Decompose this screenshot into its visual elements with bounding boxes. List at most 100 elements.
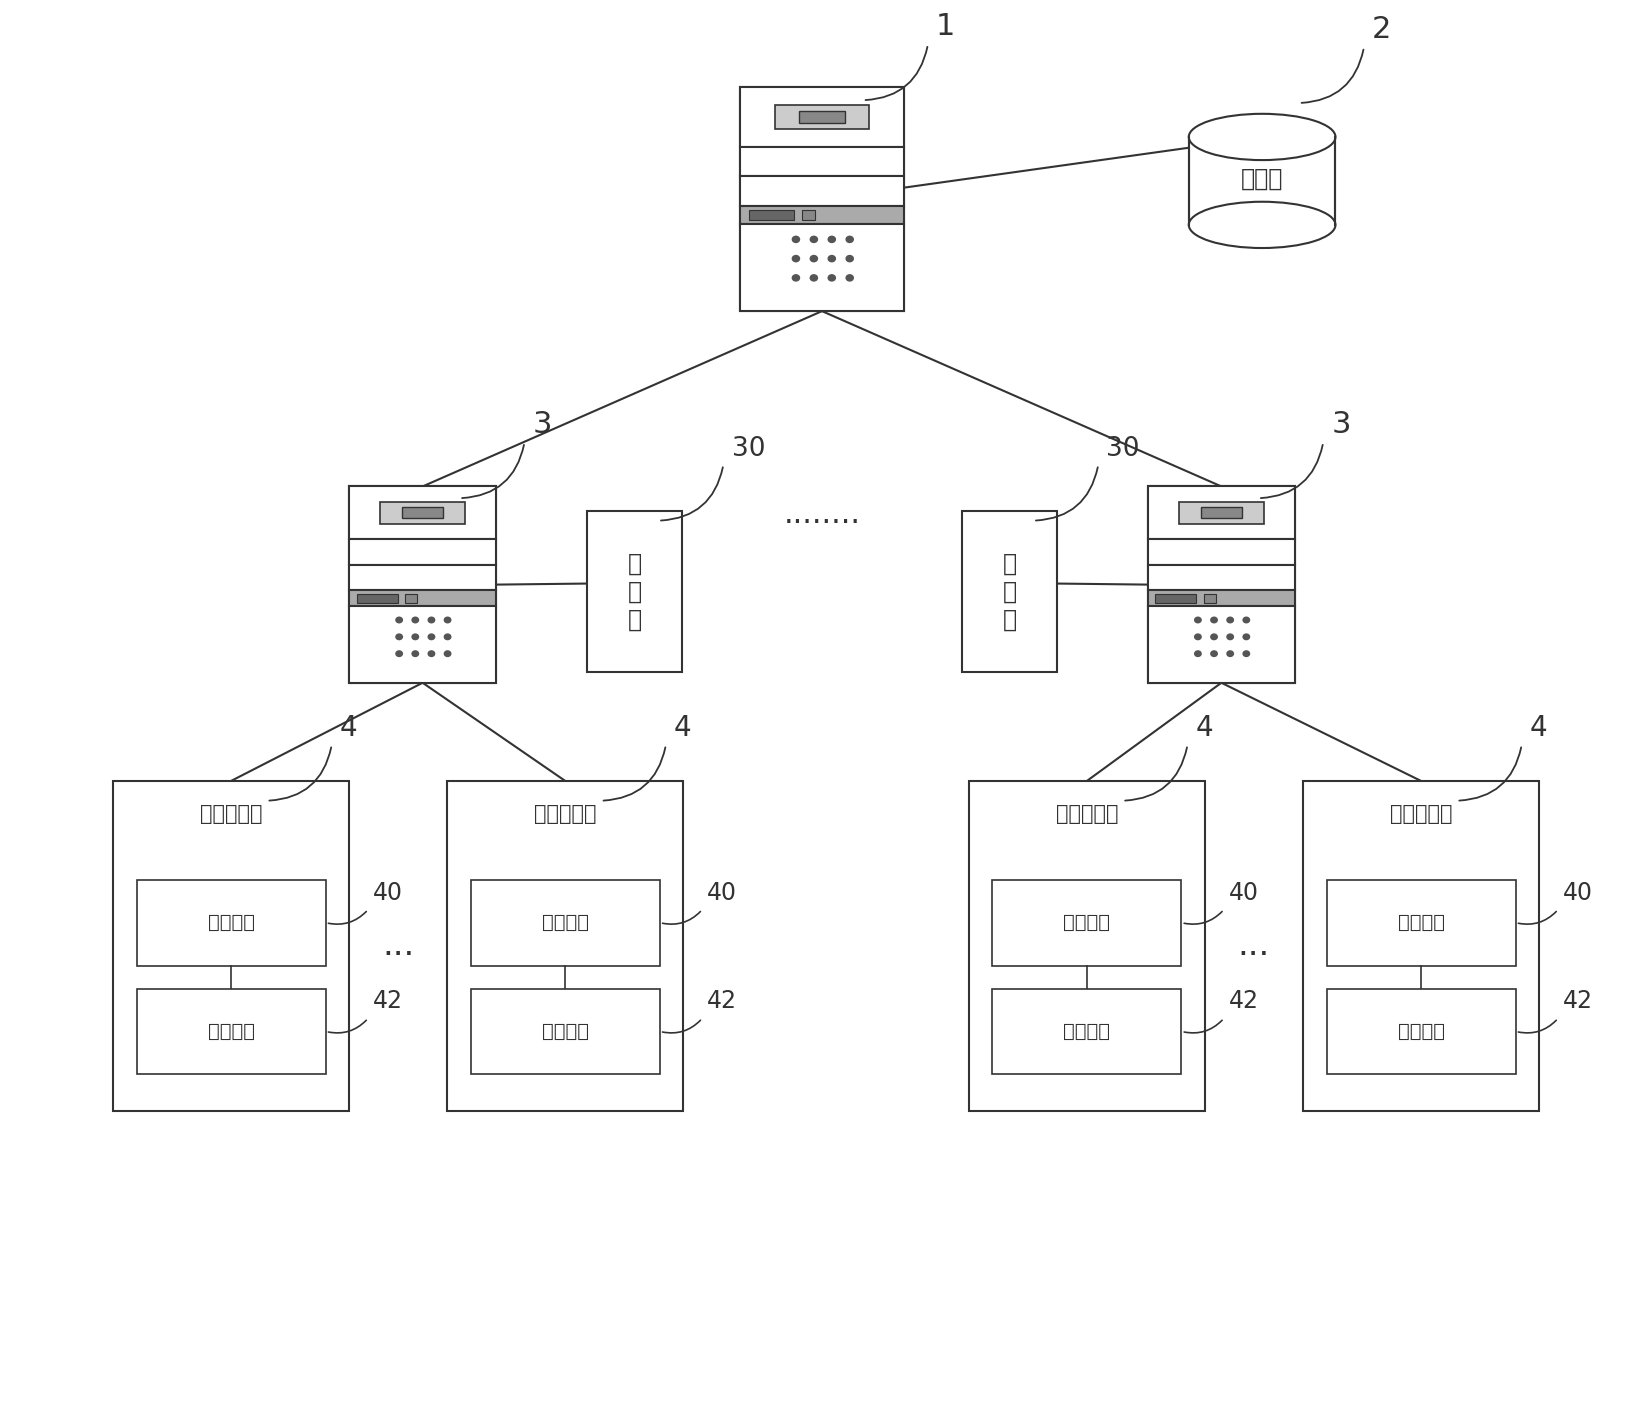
Circle shape bbox=[1212, 617, 1217, 623]
Circle shape bbox=[413, 617, 419, 623]
FancyBboxPatch shape bbox=[740, 87, 904, 147]
Text: 40: 40 bbox=[1228, 880, 1259, 904]
FancyBboxPatch shape bbox=[113, 781, 349, 1111]
FancyBboxPatch shape bbox=[1202, 508, 1241, 519]
Text: 邮件客户端: 邮件客户端 bbox=[534, 804, 597, 824]
Circle shape bbox=[829, 237, 835, 242]
FancyBboxPatch shape bbox=[357, 595, 398, 603]
Text: ...: ... bbox=[381, 930, 414, 963]
FancyBboxPatch shape bbox=[349, 539, 496, 565]
FancyBboxPatch shape bbox=[349, 565, 496, 590]
Text: 40: 40 bbox=[1563, 880, 1593, 904]
Circle shape bbox=[792, 275, 799, 281]
FancyBboxPatch shape bbox=[993, 988, 1182, 1074]
Text: 30: 30 bbox=[732, 436, 764, 462]
Text: 暂存区域: 暂存区域 bbox=[207, 913, 255, 933]
Circle shape bbox=[847, 237, 853, 242]
FancyBboxPatch shape bbox=[1148, 606, 1295, 683]
FancyBboxPatch shape bbox=[802, 210, 815, 220]
FancyBboxPatch shape bbox=[1179, 502, 1264, 523]
Circle shape bbox=[1195, 650, 1202, 656]
Text: 参
数
表: 参 数 表 bbox=[628, 552, 641, 632]
FancyBboxPatch shape bbox=[470, 880, 659, 965]
Text: 4: 4 bbox=[1531, 714, 1547, 742]
Circle shape bbox=[396, 635, 403, 640]
FancyBboxPatch shape bbox=[1148, 486, 1295, 539]
Text: 4: 4 bbox=[1195, 714, 1213, 742]
Text: 42: 42 bbox=[1563, 990, 1593, 1014]
Ellipse shape bbox=[1189, 201, 1335, 248]
FancyBboxPatch shape bbox=[799, 111, 845, 123]
Circle shape bbox=[792, 255, 799, 262]
Text: 40: 40 bbox=[373, 880, 403, 904]
Text: 参
数
表: 参 数 表 bbox=[1003, 552, 1016, 632]
FancyBboxPatch shape bbox=[136, 880, 326, 965]
Text: 邮件客户端: 邮件客户端 bbox=[201, 804, 263, 824]
Text: 暂存区域: 暂存区域 bbox=[1397, 913, 1445, 933]
Circle shape bbox=[413, 635, 419, 640]
FancyBboxPatch shape bbox=[1304, 781, 1539, 1111]
Text: 4: 4 bbox=[340, 714, 357, 742]
Text: 1: 1 bbox=[935, 13, 955, 41]
Text: 42: 42 bbox=[373, 990, 403, 1014]
FancyBboxPatch shape bbox=[349, 606, 496, 683]
FancyBboxPatch shape bbox=[587, 511, 682, 672]
Circle shape bbox=[810, 237, 817, 242]
FancyBboxPatch shape bbox=[740, 177, 904, 205]
FancyBboxPatch shape bbox=[740, 87, 904, 311]
FancyBboxPatch shape bbox=[1327, 880, 1516, 965]
Text: 2: 2 bbox=[1373, 16, 1391, 44]
Text: 暂存区域: 暂存区域 bbox=[1064, 913, 1110, 933]
FancyBboxPatch shape bbox=[774, 106, 870, 130]
FancyBboxPatch shape bbox=[1148, 590, 1295, 606]
Circle shape bbox=[396, 617, 403, 623]
Circle shape bbox=[427, 635, 434, 640]
Text: 用户信筱: 用户信筱 bbox=[1397, 1022, 1445, 1041]
Text: 3: 3 bbox=[533, 411, 552, 439]
FancyBboxPatch shape bbox=[993, 880, 1182, 965]
FancyBboxPatch shape bbox=[403, 508, 442, 519]
Circle shape bbox=[444, 635, 450, 640]
Text: ...: ... bbox=[1238, 930, 1271, 963]
FancyBboxPatch shape bbox=[968, 781, 1205, 1111]
FancyBboxPatch shape bbox=[1148, 539, 1295, 565]
Circle shape bbox=[810, 275, 817, 281]
FancyBboxPatch shape bbox=[404, 595, 418, 603]
Circle shape bbox=[396, 650, 403, 656]
Circle shape bbox=[847, 255, 853, 262]
Text: ........: ........ bbox=[784, 501, 860, 529]
Circle shape bbox=[1226, 635, 1233, 640]
Text: 3: 3 bbox=[1332, 411, 1351, 439]
FancyBboxPatch shape bbox=[447, 781, 684, 1111]
FancyBboxPatch shape bbox=[962, 511, 1057, 672]
FancyBboxPatch shape bbox=[1203, 595, 1215, 603]
FancyBboxPatch shape bbox=[1148, 486, 1295, 683]
FancyBboxPatch shape bbox=[748, 210, 794, 220]
Circle shape bbox=[810, 255, 817, 262]
Text: 4: 4 bbox=[674, 714, 692, 742]
FancyBboxPatch shape bbox=[1148, 565, 1295, 590]
FancyBboxPatch shape bbox=[1156, 595, 1197, 603]
Text: 数据库: 数据库 bbox=[1241, 167, 1284, 191]
Circle shape bbox=[1243, 650, 1249, 656]
Text: 30: 30 bbox=[1106, 436, 1139, 462]
Circle shape bbox=[1226, 650, 1233, 656]
Circle shape bbox=[847, 275, 853, 281]
Text: 40: 40 bbox=[707, 880, 737, 904]
Text: 用户信筱: 用户信筱 bbox=[1064, 1022, 1110, 1041]
FancyBboxPatch shape bbox=[740, 205, 904, 224]
FancyBboxPatch shape bbox=[1327, 988, 1516, 1074]
Text: 42: 42 bbox=[707, 990, 737, 1014]
Circle shape bbox=[792, 237, 799, 242]
Circle shape bbox=[1195, 635, 1202, 640]
FancyBboxPatch shape bbox=[740, 147, 904, 177]
FancyBboxPatch shape bbox=[380, 502, 465, 523]
Circle shape bbox=[1226, 617, 1233, 623]
FancyBboxPatch shape bbox=[349, 486, 496, 539]
Text: 暂存区域: 暂存区域 bbox=[543, 913, 589, 933]
Circle shape bbox=[829, 275, 835, 281]
Text: 用户信筱: 用户信筱 bbox=[543, 1022, 589, 1041]
FancyBboxPatch shape bbox=[1189, 137, 1335, 225]
Ellipse shape bbox=[1189, 114, 1335, 160]
Circle shape bbox=[444, 617, 450, 623]
